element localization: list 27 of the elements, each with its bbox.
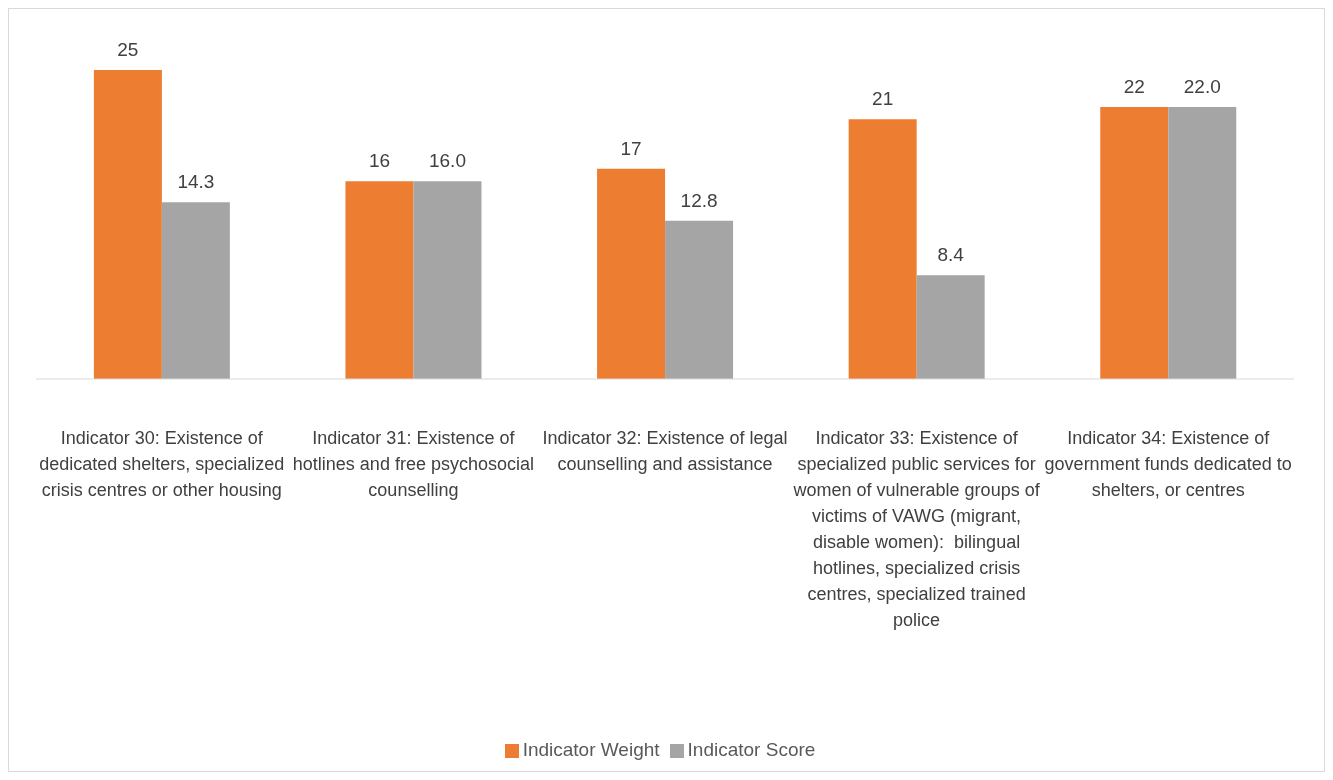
legend-label: Indicator Weight: [522, 739, 660, 760]
bar: [345, 181, 414, 379]
data-label: 22.0: [1183, 76, 1221, 97]
x-tick-label: Indicator 32: Existence of legal counselling and assistance: [541, 427, 789, 476]
x-tick-label: Indicator 34: Existence of government funds dedicated to shelters, or centres: [1043, 427, 1293, 502]
data-label: 21: [872, 88, 894, 110]
legend-label: Indicator Score: [687, 739, 816, 760]
bar: [1100, 107, 1169, 379]
data-label: 25: [117, 38, 139, 60]
data-label: 12.8: [680, 189, 718, 211]
data-label: 16.0: [428, 150, 466, 172]
data-label: 8.4: [937, 244, 965, 266]
x-tick-label: Indicator 33: Existence of specialized public services for women of vulnerable groups of victims of VAWG (migrant, disable women): bilingual hotlines, specialized crisis centres, specialized trained police: [792, 427, 1041, 632]
bar: [848, 119, 917, 379]
bar: [665, 220, 734, 379]
data-label: 22: [1123, 76, 1145, 97]
bar: [1168, 107, 1237, 379]
bar: [413, 181, 482, 379]
x-tick-label: Indicator 30: Existence of dedicated shelters, specialized crisis centres or other housing: [38, 427, 286, 502]
x-tick-label: Indicator 31: Existence of hotlines and free psychosocial counselling: [291, 427, 535, 502]
bar: [916, 275, 985, 379]
data-label: 16: [368, 150, 391, 172]
bar: [597, 168, 666, 379]
bar: [161, 202, 230, 379]
data-label: 17: [620, 137, 642, 159]
bar: [93, 69, 162, 379]
data-label: 14.3: [177, 171, 215, 193]
